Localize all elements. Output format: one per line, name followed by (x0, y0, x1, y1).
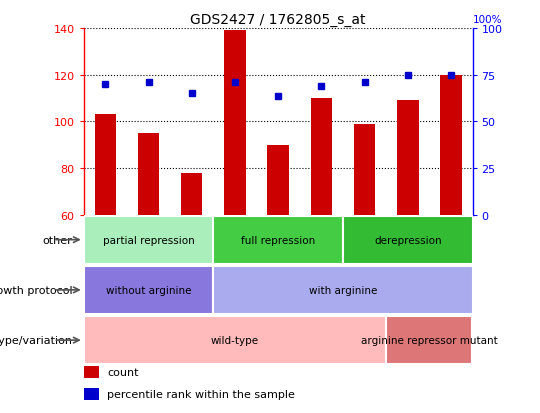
Bar (84, 366, 99, 378)
Text: full repression: full repression (241, 235, 315, 245)
Bar (84, 316, 386, 364)
Bar (84, 388, 99, 400)
Title: GDS2427 / 1762805_s_at: GDS2427 / 1762805_s_at (191, 12, 366, 26)
Bar (343, 216, 472, 264)
Bar (310, 99, 332, 215)
Bar (84, 266, 213, 314)
Text: derepression: derepression (374, 235, 442, 245)
Text: count: count (107, 367, 139, 377)
Bar (84, 216, 213, 264)
Text: other: other (43, 235, 72, 245)
Text: genotype/variation: genotype/variation (0, 335, 72, 345)
Text: partial repression: partial repression (103, 235, 194, 245)
Bar (354, 124, 375, 215)
Bar (440, 76, 462, 215)
Bar (213, 216, 343, 264)
Bar (94, 115, 116, 215)
Bar (267, 145, 289, 215)
Bar (213, 266, 472, 314)
Bar (224, 31, 246, 215)
Text: with arginine: with arginine (309, 285, 377, 295)
Text: growth protocol: growth protocol (0, 285, 72, 295)
Text: without arginine: without arginine (106, 285, 191, 295)
Bar (181, 173, 202, 215)
Text: wild-type: wild-type (211, 335, 259, 345)
Text: percentile rank within the sample: percentile rank within the sample (107, 389, 295, 399)
Bar (386, 316, 472, 364)
Text: arginine repressor mutant: arginine repressor mutant (361, 335, 498, 345)
Bar (138, 134, 159, 215)
Bar (397, 101, 418, 215)
Text: 100%: 100% (472, 15, 502, 25)
